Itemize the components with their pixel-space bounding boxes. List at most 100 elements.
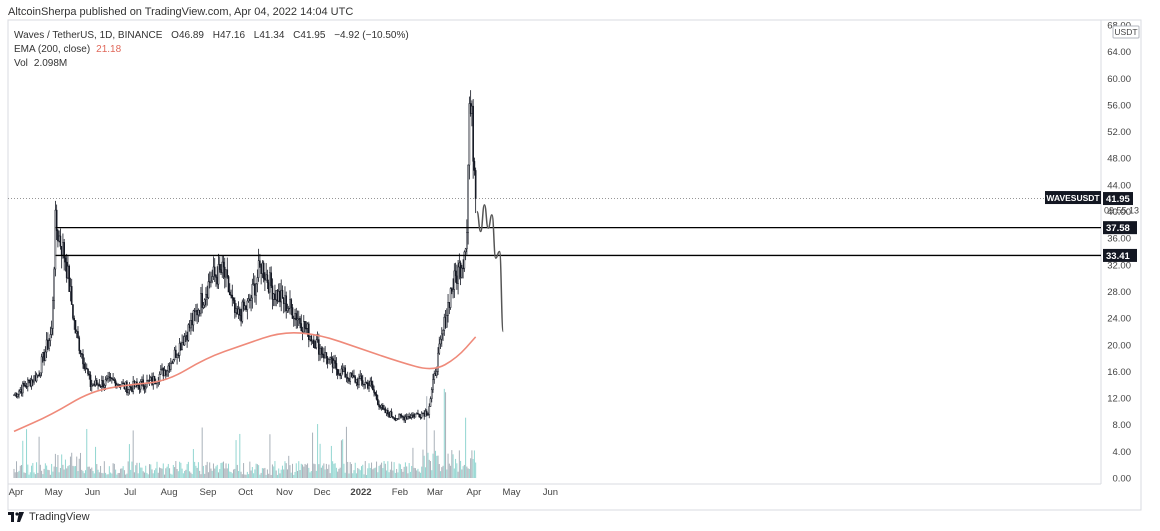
candle-body (425, 410, 428, 416)
candle-body (176, 354, 178, 358)
candle-body (313, 339, 315, 348)
candle-body (368, 385, 370, 389)
unit-box (1112, 25, 1140, 39)
candle-body (371, 384, 374, 391)
candle-body (162, 367, 165, 377)
candle-body (43, 352, 45, 361)
candle-body (360, 375, 363, 381)
candle-body (260, 264, 262, 274)
symbol-tag-label: WAVESUSDT (1046, 193, 1100, 203)
volume-bar (288, 455, 290, 478)
horizontal-levels[interactable] (8, 198, 1101, 257)
last-price-label-bg (1103, 192, 1133, 206)
volume-bar (85, 470, 87, 478)
candle-body (433, 373, 436, 380)
volume-bar (297, 470, 299, 478)
volume-bar (424, 467, 426, 478)
volume-bar (313, 463, 315, 478)
volume-bar (255, 463, 257, 478)
candle-body (310, 335, 313, 342)
ema-value: 21.18 (96, 44, 122, 55)
y-tick-label: 16.00 (1107, 367, 1131, 378)
volume-bar (226, 468, 228, 478)
volume-bar (373, 468, 375, 478)
volume-bar (364, 461, 366, 478)
symbol-label[interactable]: Waves / TetherUS, 1D, BINANCE (14, 30, 163, 41)
candle-body (277, 290, 280, 302)
candle-body (417, 412, 419, 415)
time-axis[interactable]: Apr May Jun Jul Aug Sep Oct Nov Dec 2022 Feb Mar Apr… (9, 487, 558, 498)
candle-body (90, 385, 93, 387)
candle-body (270, 272, 272, 287)
volume-bar (121, 468, 123, 478)
candle-body (355, 378, 358, 383)
volume-bar (345, 426, 347, 478)
volume-bar (172, 464, 174, 478)
ema-path (13, 331, 477, 433)
candle-body (447, 302, 449, 316)
volume-bar (48, 470, 50, 478)
volume-bar (393, 462, 395, 478)
volume-bar (344, 472, 346, 478)
price-axis[interactable]: 68.0064.0060.0056.0052.0048.0044.0040.00… (1107, 21, 1140, 485)
volume-bar (283, 469, 285, 478)
volume-bar (368, 463, 370, 478)
candle-body (315, 339, 318, 349)
tradingview-footer[interactable]: TradingView (8, 511, 90, 523)
volume-bar (426, 396, 428, 478)
volume-bar (212, 463, 214, 478)
volume-bar (423, 455, 425, 478)
candle-body (390, 411, 393, 417)
ema-label[interactable]: EMA (200, close) (14, 44, 91, 55)
volume-bar (299, 470, 301, 478)
volume-bar (428, 459, 430, 478)
candle-body (266, 274, 269, 283)
candle-body (68, 265, 70, 292)
volume-bar (126, 473, 128, 478)
volume-bar (156, 461, 158, 478)
volume-bar (73, 466, 75, 478)
volume-bar (150, 464, 152, 478)
candle-body (211, 276, 214, 282)
candle-body (44, 351, 47, 361)
volume-bar (24, 472, 26, 478)
volume-bar (307, 463, 309, 478)
volume-bar (215, 466, 217, 478)
vol-label[interactable]: Vol (14, 58, 28, 69)
volume-bar (36, 462, 38, 478)
volume-bar (63, 469, 65, 478)
volume-bar (377, 472, 379, 478)
volume-bar (475, 462, 477, 478)
candle-body (161, 367, 163, 370)
volume-bar (229, 471, 231, 478)
volume-bar (394, 472, 396, 478)
volume-bar (52, 471, 54, 478)
candle-body (16, 393, 19, 397)
projection-drawing[interactable] (476, 204, 504, 333)
candle-body (79, 350, 82, 354)
high-value: H47.16 (212, 30, 246, 41)
volume-bar (41, 470, 43, 478)
candle-body (232, 297, 235, 301)
volume-bar (106, 474, 108, 478)
candle-body (341, 368, 344, 372)
volume-bar (338, 468, 340, 478)
candle-body (64, 257, 67, 263)
volume-bar (225, 463, 227, 478)
candle-body (306, 323, 309, 329)
candle-body (206, 293, 208, 298)
volume-bar (43, 468, 45, 478)
volume-bar (72, 465, 74, 478)
volume-bar (360, 466, 362, 478)
volume-bar (14, 472, 16, 478)
volume-bar (125, 474, 127, 478)
x-tick-label: Jun (85, 487, 100, 498)
candle-body (399, 414, 402, 416)
projection-path[interactable] (476, 204, 504, 333)
volume-bar (91, 467, 93, 478)
volume-bar (388, 472, 390, 478)
candle-body (203, 299, 206, 306)
candle-body (74, 320, 77, 334)
